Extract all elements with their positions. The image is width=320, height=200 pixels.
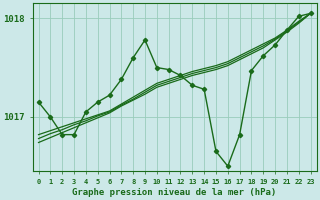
X-axis label: Graphe pression niveau de la mer (hPa): Graphe pression niveau de la mer (hPa) [72,188,277,197]
